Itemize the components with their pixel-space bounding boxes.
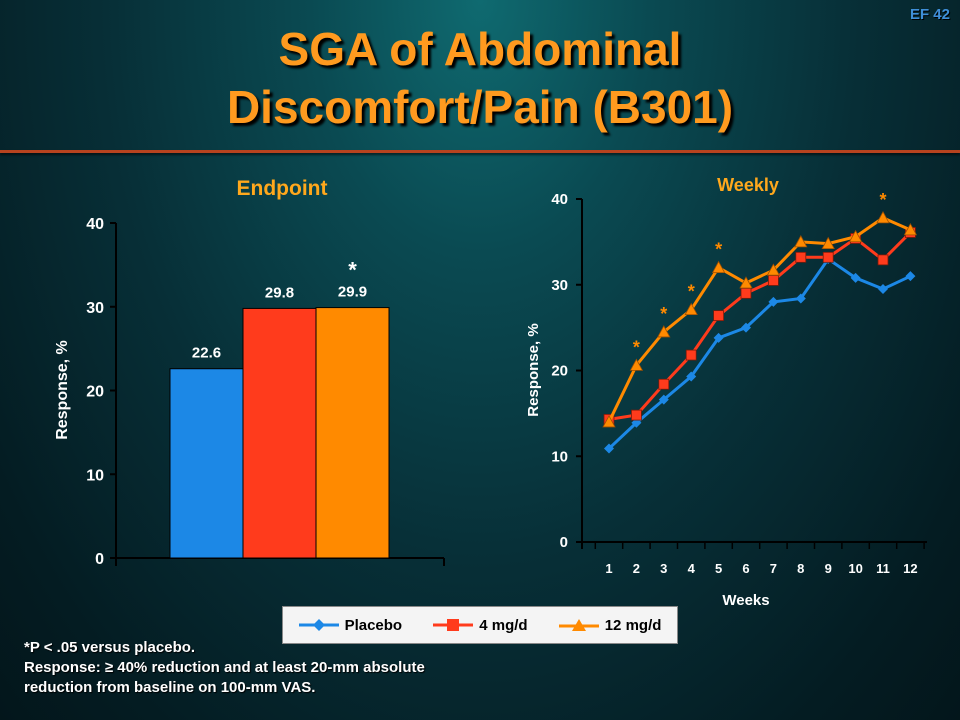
significance-asterisk: * xyxy=(879,190,886,210)
data-point-triangle xyxy=(711,260,726,274)
significance-asterisk: * xyxy=(715,240,722,260)
line-x-tick-label: 10 xyxy=(848,561,862,576)
significance-asterisk: * xyxy=(660,304,667,324)
data-point-square xyxy=(740,287,752,299)
bar-data-label: 29.8 xyxy=(265,284,294,301)
line-chart-title: Weekly xyxy=(717,175,779,195)
data-point-square xyxy=(795,251,807,263)
data-point-diamond xyxy=(905,271,916,282)
line-x-tick-label: 6 xyxy=(742,561,749,576)
data-point-triangle xyxy=(794,235,808,248)
bar xyxy=(242,307,317,559)
line-y-tick-label: 10 xyxy=(551,448,568,465)
footnote-definition-line1: Response: ≥ 40% reduction and at least 2… xyxy=(24,659,425,676)
data-point-diamond xyxy=(795,293,806,304)
data-point-triangle xyxy=(876,211,890,224)
legend-item-placebo: Placebo xyxy=(298,616,403,634)
bar-data-label: 29.9 xyxy=(338,284,367,301)
bar-y-tick-label: 20 xyxy=(86,384,104,401)
line-x-axis-label: Weeks xyxy=(722,592,769,609)
legend-label-4mg: 4 mg/d xyxy=(479,616,528,634)
data-point-square xyxy=(713,310,724,322)
line-x-tick-label: 3 xyxy=(660,561,667,576)
triangle-marker-icon xyxy=(558,619,599,631)
line-x-tick-label: 2 xyxy=(633,561,640,576)
title-divider xyxy=(0,150,960,153)
legend: Placebo 4 mg/d 12 mg/d xyxy=(282,606,678,644)
bar xyxy=(315,307,390,559)
significance-asterisk: * xyxy=(348,258,357,283)
line-x-tick-label: 9 xyxy=(825,561,832,576)
data-point-diamond xyxy=(604,443,614,454)
bar-y-tick-label: 10 xyxy=(86,467,104,484)
data-point-square xyxy=(768,275,779,286)
line-x-tick-label: 7 xyxy=(770,561,777,576)
data-point-square xyxy=(822,251,834,263)
data-point-diamond xyxy=(878,284,888,295)
footnote-definition-line2: reduction from baseline on 100-mm VAS. xyxy=(24,679,316,696)
data-point-triangle xyxy=(848,229,863,243)
line-x-tick-label: 12 xyxy=(903,561,917,576)
data-point-diamond xyxy=(768,296,779,307)
data-point-triangle xyxy=(766,263,781,276)
square-marker-icon xyxy=(433,619,474,631)
series-line-triangle xyxy=(607,216,912,423)
title-line-2: Discomfort/Pain (B301) xyxy=(226,81,734,133)
bar-data-label: 22.6 xyxy=(192,345,221,362)
data-point-diamond xyxy=(741,322,751,333)
series-line-square xyxy=(608,231,912,421)
legend-item-4mg: 4 mg/d xyxy=(433,616,528,634)
line-x-tick-label: 8 xyxy=(797,561,804,576)
data-point-diamond xyxy=(686,371,697,382)
data-point-triangle xyxy=(629,358,644,371)
diamond-marker-icon xyxy=(298,619,339,631)
series-line-diamond xyxy=(607,256,912,450)
footnote: *P < .05 versus placebo. Response: ≥ 40%… xyxy=(24,638,425,698)
title-line-1: SGA of Abdominal xyxy=(278,23,682,75)
bar-y-tick-label: 30 xyxy=(86,300,104,317)
line-y-tick-label: 20 xyxy=(551,363,568,380)
data-point-triangle xyxy=(739,276,753,289)
data-point-triangle xyxy=(903,223,918,236)
data-point-square xyxy=(631,409,642,421)
slide-title: SGA of Abdominal Discomfort/Pain (B301) xyxy=(0,20,960,136)
line-x-tick-label: 11 xyxy=(876,561,890,576)
footnote-significance: *P < .05 versus placebo. xyxy=(24,639,196,656)
line-y-tick-label: 0 xyxy=(560,534,568,551)
data-point-diamond xyxy=(658,394,669,405)
line-y-tick-label: 30 xyxy=(551,277,568,294)
data-point-triangle xyxy=(657,325,671,338)
bar-y-axis-label: Response, % xyxy=(54,340,71,440)
data-point-diamond xyxy=(713,332,724,343)
significance-asterisk: * xyxy=(633,337,640,357)
line-x-tick-label: 5 xyxy=(715,561,722,576)
significance-asterisk: * xyxy=(688,282,695,302)
data-point-triangle xyxy=(821,236,835,249)
line-y-tick-label: 40 xyxy=(551,191,568,208)
data-point-square xyxy=(658,378,670,390)
line-x-tick-label: 4 xyxy=(688,561,696,576)
bar-chart-title: Endpoint xyxy=(237,177,328,200)
slide-id: EF 42 xyxy=(909,6,950,23)
line-y-axis-label: Response, % xyxy=(525,323,542,416)
data-point-square xyxy=(685,349,697,361)
legend-label-12mg: 12 mg/d xyxy=(604,616,662,634)
legend-label-placebo: Placebo xyxy=(344,616,403,634)
bar-y-tick-label: 40 xyxy=(86,216,104,233)
data-point-diamond xyxy=(850,272,861,283)
line-x-tick-label: 1 xyxy=(605,561,612,576)
bar-y-tick-label: 0 xyxy=(95,551,104,568)
legend-item-12mg: 12 mg/d xyxy=(558,616,662,634)
data-point-triangle xyxy=(602,415,616,428)
data-point-square xyxy=(877,254,889,266)
data-point-triangle xyxy=(684,302,698,316)
bar xyxy=(169,368,244,559)
